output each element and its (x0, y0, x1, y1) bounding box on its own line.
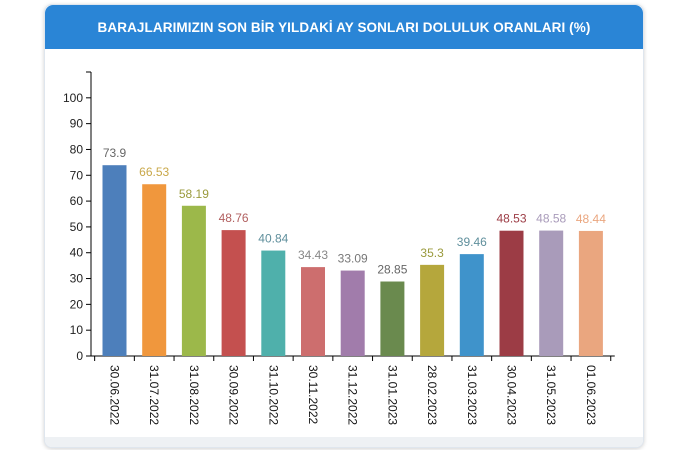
y-tick-label: 80 (70, 142, 84, 156)
x-category-label: 31.01.2023 (385, 365, 399, 425)
bar-value-label: 40.84 (258, 232, 288, 246)
x-category-label: 28.02.2023 (425, 365, 439, 425)
bar (380, 281, 405, 356)
card-footer-strip (45, 437, 643, 447)
y-tick-label: 30 (70, 272, 84, 286)
bar-value-label: 33.09 (338, 252, 368, 266)
x-category-label: 31.12.2022 (346, 365, 360, 425)
y-tick-label: 90 (70, 117, 84, 131)
bar (459, 254, 484, 356)
bar (261, 250, 286, 356)
bar-value-label: 34.43 (298, 248, 328, 262)
bar-value-label: 48.53 (496, 212, 526, 226)
x-category-label: 31.05.2023 (544, 365, 558, 425)
y-tick-label: 40 (70, 246, 84, 260)
bar (221, 230, 246, 356)
chart-title: BARAJLARIMIZIN SON BİR YILDAKİ AY SONLAR… (97, 19, 591, 35)
x-category-label: 30.09.2022 (227, 365, 241, 425)
x-category-label: 30.11.2022 (306, 365, 320, 424)
bar-value-label: 48.44 (576, 212, 606, 226)
x-category-label: 31.08.2022 (187, 365, 201, 425)
x-category-label: 31.03.2023 (465, 365, 479, 425)
x-category-label: 31.10.2022 (266, 365, 280, 425)
x-category-label: 30.04.2023 (505, 365, 519, 425)
y-tick-label: 50 (70, 220, 84, 234)
y-tick-label: 20 (70, 297, 84, 311)
y-tick-label: 70 (70, 168, 84, 182)
bar-value-label: 66.53 (139, 165, 169, 179)
bar-value-label: 28.85 (377, 263, 407, 277)
bar-value-label: 48.58 (536, 212, 566, 226)
bar (499, 230, 524, 356)
chart-header: BARAJLARIMIZIN SON BİR YILDAKİ AY SONLAR… (45, 5, 643, 49)
bar (102, 165, 127, 356)
x-category-label: 01.06.2023 (584, 365, 598, 425)
bar (420, 264, 445, 356)
bar (539, 230, 564, 356)
bar (181, 205, 206, 356)
y-tick-label: 10 (70, 323, 84, 337)
bar-value-label: 39.46 (457, 235, 487, 249)
y-tick-label: 0 (76, 349, 83, 363)
bar-value-label: 73.9 (103, 146, 127, 160)
bar-value-label: 35.3 (420, 246, 444, 260)
bar (142, 184, 167, 356)
y-tick-label: 100 (63, 91, 83, 105)
bar-value-label: 48.76 (219, 211, 249, 225)
bar (301, 267, 325, 356)
bar (578, 230, 603, 356)
bar (340, 270, 365, 356)
x-category-label: 30.06.2022 (108, 365, 122, 425)
bar-value-label: 58.19 (179, 187, 209, 201)
y-tick-label: 60 (70, 194, 84, 208)
x-category-label: 31.07.2022 (147, 365, 161, 425)
